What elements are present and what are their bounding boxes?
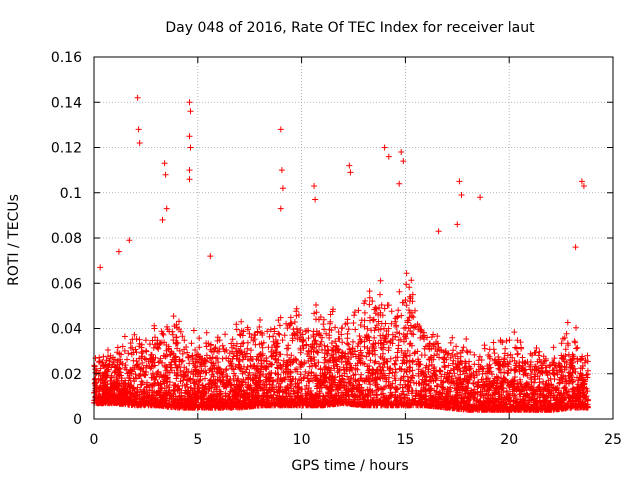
y-tick-label: 0.06 (51, 276, 82, 292)
y-tick-label: 0.12 (51, 141, 82, 157)
y-tick-label: 0.02 (51, 367, 82, 383)
y-axis-label: ROTI / TECUs (6, 194, 22, 286)
scatter-plus-markers (91, 94, 591, 413)
y-tick-label: 0.14 (51, 95, 82, 111)
x-tick-labels: 0 5 10 15 20 25 (90, 432, 622, 448)
x-tick-label: 20 (500, 432, 518, 448)
y-tick-label: 0.08 (51, 231, 82, 247)
chart-title: Day 048 of 2016, Rate Of TEC Index for r… (165, 20, 535, 36)
x-axis-label: GPS time / hours (291, 458, 408, 474)
x-tick-label: 10 (293, 432, 311, 448)
x-tick-label: 15 (396, 432, 414, 448)
x-tick-label: 25 (604, 432, 622, 448)
data-points (91, 94, 591, 413)
y-tick-label: 0.16 (51, 50, 82, 66)
x-tick-label: 5 (193, 432, 202, 448)
axis-ticks (93, 56, 614, 420)
y-tick-label: 0 (73, 412, 82, 428)
y-tick-label: 0.1 (60, 186, 82, 202)
y-tick-label: 0.04 (51, 322, 82, 338)
x-tick-label: 0 (90, 432, 99, 448)
y-tick-labels: 0 0.02 0.04 0.06 0.08 0.1 0.12 0.14 0.16 (51, 50, 82, 428)
